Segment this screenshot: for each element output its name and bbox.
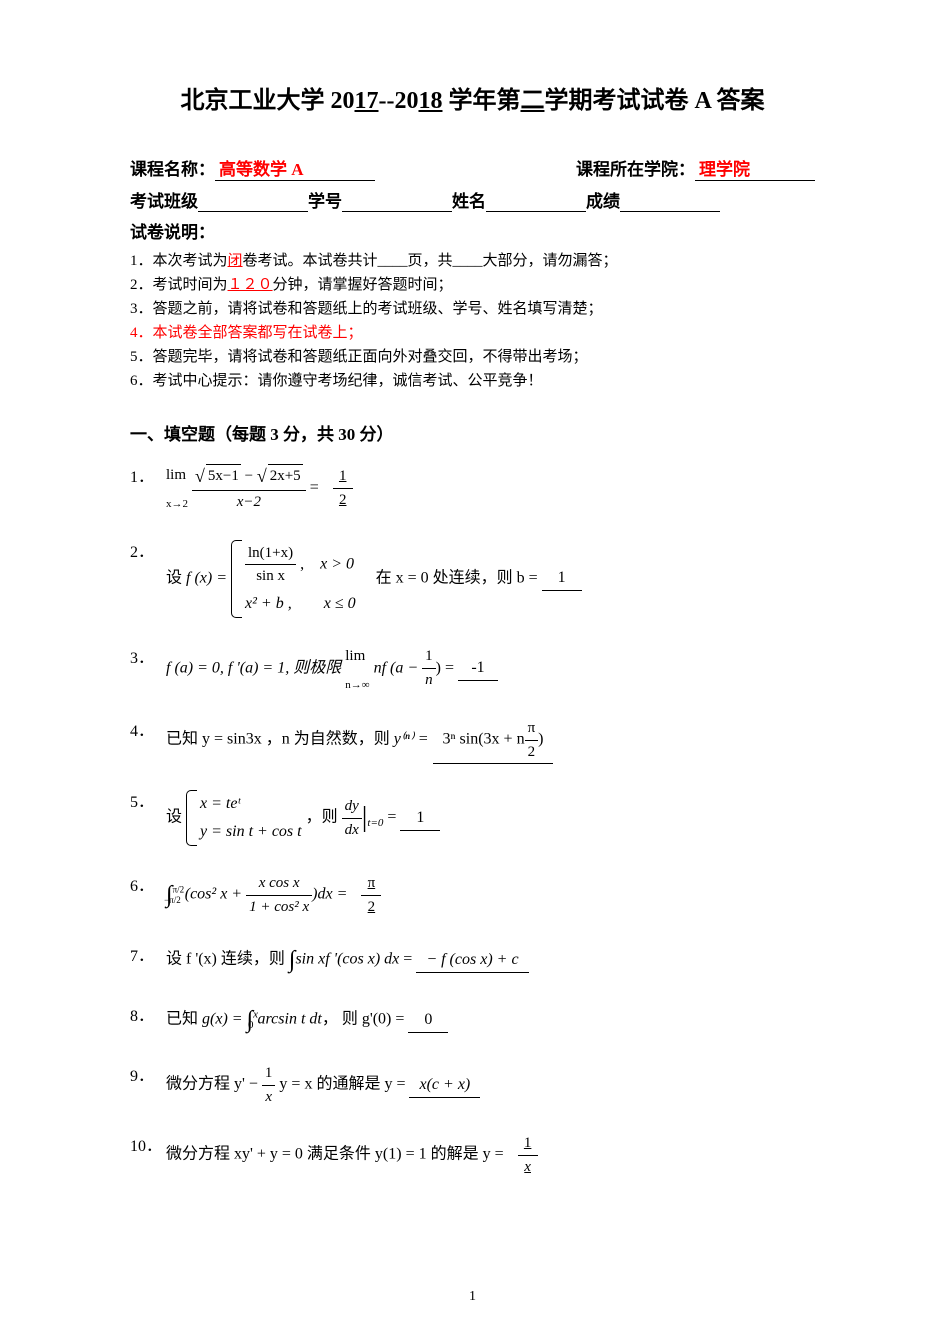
q9-answer: x(c + x) xyxy=(409,1073,480,1098)
page-number: 1 xyxy=(469,1289,476,1305)
q7-answer: − f (cos x) + c xyxy=(416,948,528,973)
instruction-2: 2．考试时间为１２０分钟，请掌握好答题时间； xyxy=(130,273,815,294)
instruction-6: 6．考试中心提示：请你遵守考场纪律，诚信考试、公平竞争！ xyxy=(130,369,815,390)
title-mid1: 学年第 xyxy=(442,88,520,114)
instruction-3: 3．答题之前，请将试卷和答题纸上的考试班级、学号、姓名填写清楚； xyxy=(130,297,815,318)
q5-num: 5． xyxy=(130,788,166,812)
title-year2: 18 xyxy=(418,88,442,114)
q2-num: 2． xyxy=(130,538,166,562)
q5-answer: 1 xyxy=(400,806,440,831)
question-2: 2． 设 f (x) = ln(1+x)sin x , x > 0 x² + b… xyxy=(130,538,815,620)
question-4: 4． 已知 y = sin3x ，n 为自然数，则 y⁽ⁿ⁾ = 3ⁿ sin(… xyxy=(130,717,815,764)
question-9: 9． 微分方程 y' − 1x y = x 的通解是 y = x(c + x) xyxy=(130,1062,815,1108)
score-label: 成绩 xyxy=(586,187,620,212)
q2-answer: 1 xyxy=(542,566,582,591)
title-year1: 17 xyxy=(355,88,379,114)
header-row-2: 考试班级 学号 姓名 成绩 xyxy=(130,187,815,212)
header-row-1: 课程名称： 高等数学 A 课程所在学院： 理学院 xyxy=(130,155,815,181)
college-value: 理学院 xyxy=(695,155,815,181)
title-mid2: 学期考试试卷 A 答案 xyxy=(544,88,764,114)
instr-title: 试卷说明： xyxy=(130,218,815,243)
q10-num: 10． xyxy=(130,1132,166,1156)
section-1-header: 一、填空题（每题 3 分，共 30 分） xyxy=(130,420,815,445)
q8-answer: 0 xyxy=(408,1008,448,1033)
question-6: 6． ∫π/2−π/2 (cos² x + x cos x1 + cos² x)… xyxy=(130,872,815,918)
question-1: 1． limx→2 √5x−1 − √2x+5 x−2 = 12 xyxy=(130,463,815,514)
page-title: 北京工业大学 2017--2018 学年第二学期考试试卷 A 答案 xyxy=(130,80,815,115)
q10-answer: 1x xyxy=(508,1132,548,1178)
q9-num: 9． xyxy=(130,1062,166,1086)
q4-num: 4． xyxy=(130,717,166,741)
name-label: 姓名 xyxy=(452,187,486,212)
question-10: 10． 微分方程 xy' + y = 0 满足条件 y(1) = 1 的解是 y… xyxy=(130,1132,815,1178)
course-label: 课程名称： xyxy=(130,155,215,181)
title-semester: 二 xyxy=(520,88,544,114)
q4-answer: 3ⁿ sin(3x + nπ2) xyxy=(433,717,554,764)
instruction-1: 1．本次考试为闭卷考试。本试卷共计____页，共____大部分，请勿漏答； xyxy=(130,249,815,270)
q7-num: 7． xyxy=(130,942,166,966)
instruction-5: 5．答题完毕，请将试卷和答题纸正面向外对叠交回，不得带出考场； xyxy=(130,345,815,366)
q1-num: 1． xyxy=(130,463,166,487)
class-label: 考试班级 xyxy=(130,187,198,212)
question-5: 5． 设 x = teᵗ y = sin t + cos t ，则 dydx|t… xyxy=(130,788,815,848)
id-label: 学号 xyxy=(308,187,342,212)
course-value: 高等数学 A xyxy=(215,155,375,181)
q6-answer: π2 xyxy=(351,872,391,918)
title-prefix: 北京工业大学 20 xyxy=(181,88,355,114)
instruction-4: 4．本试卷全部答案都写在试卷上； xyxy=(130,321,815,342)
q8-num: 8． xyxy=(130,1002,166,1026)
instructions-list: 1．本次考试为闭卷考试。本试卷共计____页，共____大部分，请勿漏答； 2．… xyxy=(130,249,815,390)
question-8: 8． 已知 g(x) = ∫x0 arcsin t dt， 则 g'(0) = … xyxy=(130,1002,815,1038)
q6-num: 6． xyxy=(130,872,166,896)
q3-answer: -1 xyxy=(458,656,498,681)
question-7: 7． 设 f '(x) 连续，则 ∫sin xf '(cos x) dx = −… xyxy=(130,942,815,978)
college-label: 课程所在学院： xyxy=(576,155,695,181)
title-dash: --20 xyxy=(379,88,419,114)
q3-num: 3． xyxy=(130,644,166,668)
question-3: 3． f (a) = 0, f '(a) = 1, 则极限 limn→∞ nf … xyxy=(130,644,815,694)
